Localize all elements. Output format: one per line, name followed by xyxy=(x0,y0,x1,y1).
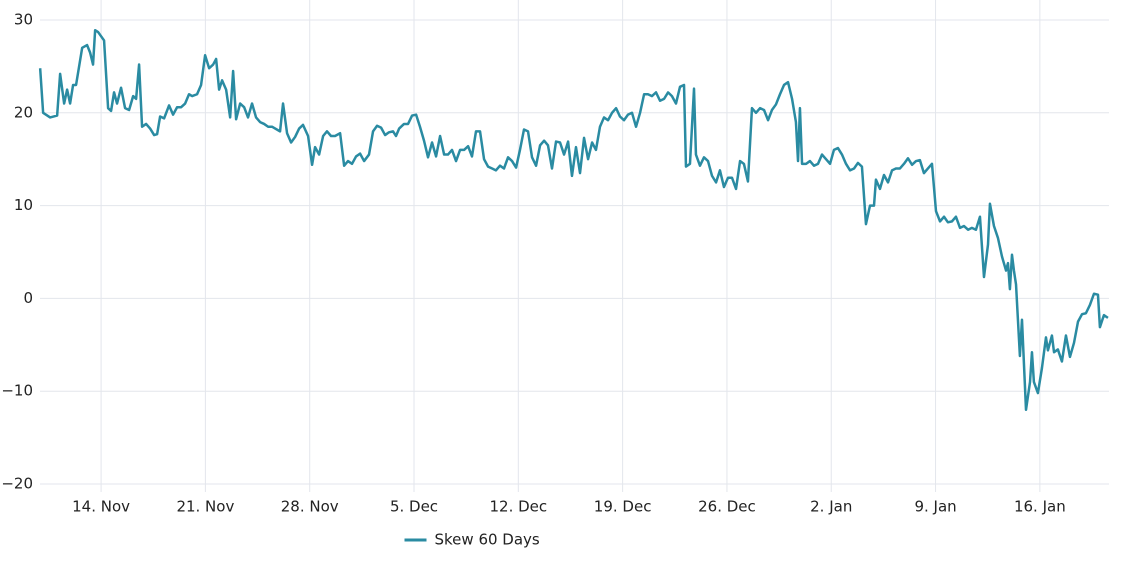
x-tick-label: 5. Dec xyxy=(390,498,438,516)
y-tick-label: 30 xyxy=(14,11,33,29)
legend-label: Skew 60 Days xyxy=(435,531,540,549)
y-tick-label: 20 xyxy=(14,103,33,121)
x-tick-label: 16. Jan xyxy=(1014,498,1066,516)
x-tick-label: 9. Jan xyxy=(914,498,956,516)
x-tick-label: 26. Dec xyxy=(698,498,756,516)
x-tick-label: 2. Jan xyxy=(810,498,852,516)
y-tick-label: 0 xyxy=(23,289,33,307)
x-tick-label: 19. Dec xyxy=(594,498,652,516)
y-tick-label: −10 xyxy=(1,382,33,400)
x-tick-label: 12. Dec xyxy=(489,498,547,516)
y-tick-label: 10 xyxy=(14,196,33,214)
x-tick-label: 14. Nov xyxy=(72,498,130,516)
y-tick-label: −20 xyxy=(1,475,33,493)
x-tick-label: 28. Nov xyxy=(281,498,339,516)
line xyxy=(38,28,1109,412)
x-tick-label: 21. Nov xyxy=(176,498,234,516)
